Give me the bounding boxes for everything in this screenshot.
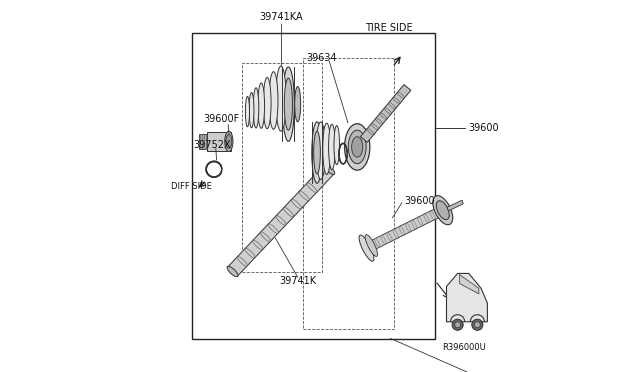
Ellipse shape [263, 77, 271, 129]
Bar [191, 33, 435, 339]
Ellipse shape [472, 319, 483, 330]
Text: R396000U: R396000U [442, 343, 486, 352]
Ellipse shape [348, 130, 366, 164]
Ellipse shape [253, 88, 259, 128]
Text: 39752X: 39752X [193, 140, 231, 150]
Ellipse shape [359, 235, 374, 261]
Ellipse shape [314, 131, 321, 174]
Ellipse shape [436, 201, 449, 219]
Ellipse shape [328, 124, 335, 170]
Text: 39741KA: 39741KA [259, 12, 303, 22]
Ellipse shape [454, 322, 461, 328]
Text: DIFF SIDE: DIFF SIDE [172, 182, 212, 190]
Polygon shape [460, 275, 479, 294]
Polygon shape [447, 273, 488, 322]
Ellipse shape [245, 96, 250, 127]
Text: 39600: 39600 [468, 124, 499, 133]
Bar [242, 63, 322, 272]
Text: TIRE SIDE: TIRE SIDE [365, 23, 413, 33]
Ellipse shape [474, 322, 481, 328]
Bar [303, 58, 394, 329]
Ellipse shape [334, 126, 340, 165]
Polygon shape [360, 84, 411, 142]
Ellipse shape [344, 124, 370, 170]
Ellipse shape [365, 235, 378, 256]
Ellipse shape [433, 196, 452, 225]
Ellipse shape [316, 122, 325, 180]
Text: 39600F: 39600F [204, 114, 239, 124]
Polygon shape [362, 204, 449, 254]
Polygon shape [447, 200, 463, 211]
Ellipse shape [249, 93, 254, 128]
Bar [199, 134, 207, 149]
Ellipse shape [269, 72, 278, 129]
Ellipse shape [227, 266, 238, 277]
Ellipse shape [225, 131, 233, 152]
Ellipse shape [294, 86, 301, 122]
Ellipse shape [226, 134, 232, 148]
Ellipse shape [312, 122, 322, 183]
Ellipse shape [324, 164, 335, 174]
Text: 39634: 39634 [307, 53, 337, 62]
Text: 39741K: 39741K [279, 276, 316, 286]
Ellipse shape [282, 67, 294, 141]
Ellipse shape [351, 137, 363, 157]
Ellipse shape [258, 83, 264, 128]
Text: 39600: 39600 [404, 196, 435, 206]
Bar [207, 132, 231, 151]
Ellipse shape [276, 66, 286, 131]
Ellipse shape [284, 78, 292, 130]
Ellipse shape [323, 123, 331, 174]
Ellipse shape [452, 319, 463, 330]
Polygon shape [228, 165, 334, 276]
